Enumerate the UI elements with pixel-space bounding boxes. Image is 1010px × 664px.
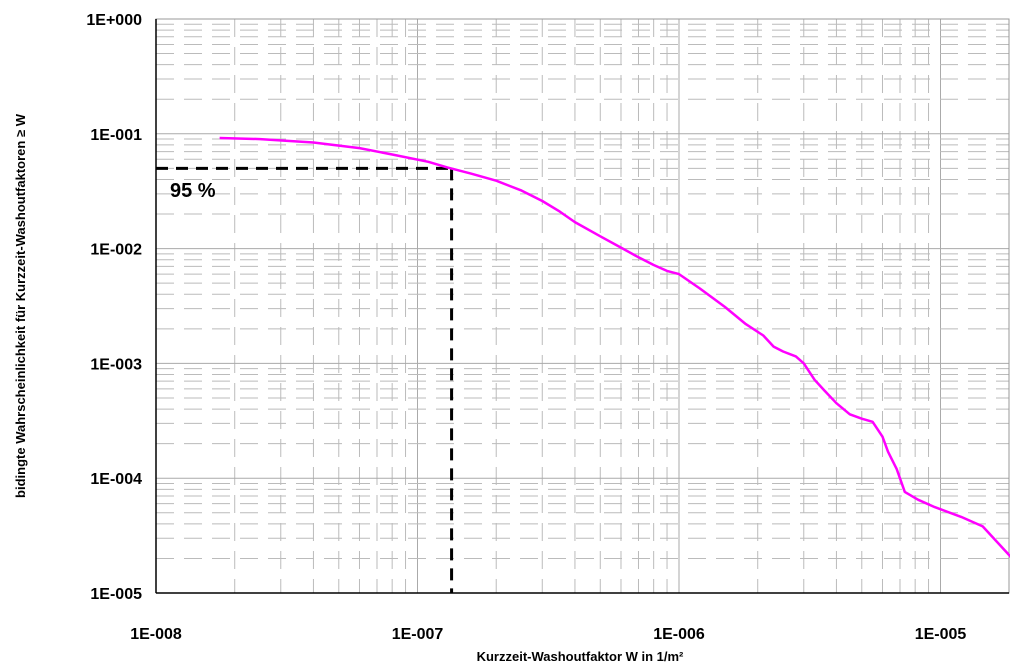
series-line: [219, 136, 1010, 558]
y-tick-label: 1E-005: [90, 586, 142, 603]
y-tick-label: 1E-001: [90, 127, 142, 144]
y-tick-label: 1E-003: [90, 356, 142, 373]
reference-lines: [156, 166, 454, 593]
grid: [155, 18, 1009, 594]
tick-labels: 1E+000 1E-001 1E-002 1E-003 1E-004 1E-005 1E-0…: [86, 12, 966, 643]
axes: [155, 19, 1009, 594]
x-tick-label: 1E-006: [653, 626, 705, 643]
y-tick-label: 1E-004: [90, 471, 142, 488]
x-tick-label: 1E-007: [392, 626, 444, 643]
y-tick-label: 1E+000: [86, 12, 142, 29]
annotation-95-percent: 95 %: [170, 180, 216, 202]
x-tick-label: 1E-008: [130, 626, 182, 643]
y-axis-title: bidingte Wahrscheinlichkeit für Kurzzeit…: [13, 113, 28, 498]
plot-frame: [155, 18, 1010, 594]
x-axis-title: Kurzzeit-Washoutfaktor W in 1/m²: [477, 649, 684, 664]
series-layer: [219, 136, 1010, 558]
x-tick-label: 1E-005: [915, 626, 967, 643]
y-tick-label: 1E-002: [90, 242, 142, 259]
